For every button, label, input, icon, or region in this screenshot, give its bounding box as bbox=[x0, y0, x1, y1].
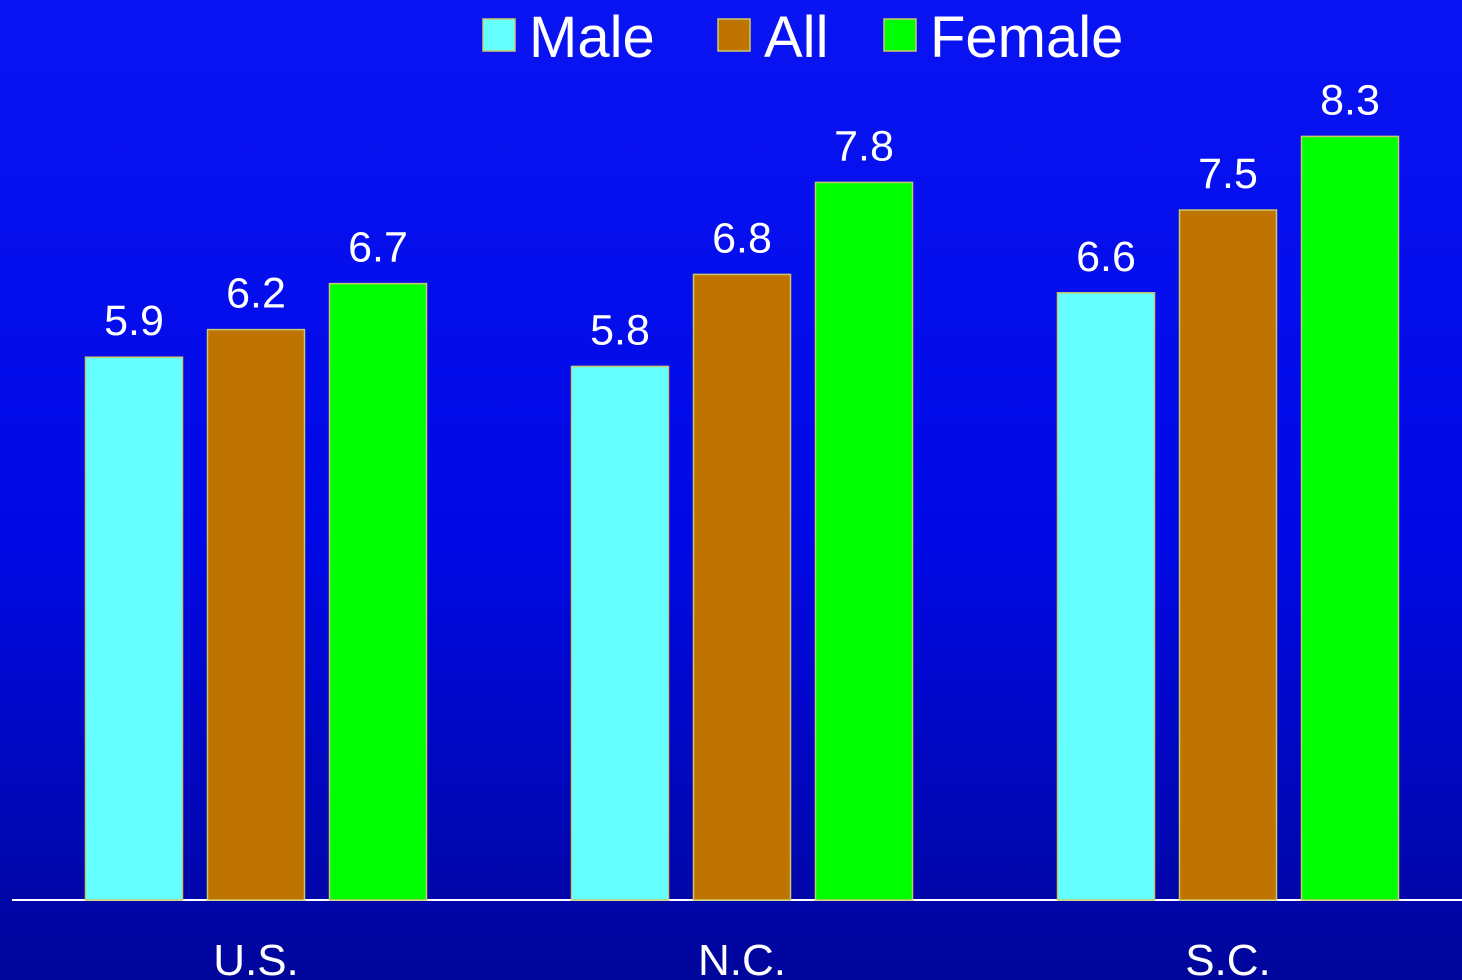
value-label-all-2: 7.5 bbox=[1198, 150, 1258, 198]
value-label-all-1: 6.8 bbox=[712, 214, 772, 262]
bar-all-1 bbox=[692, 273, 792, 901]
legend-swatch-female bbox=[883, 18, 917, 52]
category-label-2: S.C. bbox=[1185, 936, 1271, 980]
category-label-1: N.C. bbox=[698, 936, 786, 980]
legend-label-all: All bbox=[764, 5, 828, 70]
bar-female-0 bbox=[328, 282, 428, 901]
legend-swatch-male bbox=[482, 18, 516, 52]
bar-male-2 bbox=[1056, 292, 1156, 901]
value-label-male-0: 5.9 bbox=[104, 297, 164, 345]
bar-female-1 bbox=[814, 181, 914, 901]
bar-male-0 bbox=[84, 356, 184, 901]
legend-label-female: Female bbox=[930, 5, 1123, 70]
bar-all-2 bbox=[1178, 209, 1278, 901]
value-label-female-1: 7.8 bbox=[834, 122, 894, 170]
legend-swatch-all bbox=[717, 18, 751, 52]
value-label-male-2: 6.6 bbox=[1076, 233, 1136, 281]
bar-male-1 bbox=[570, 365, 670, 901]
legend-label-male: Male bbox=[529, 5, 655, 70]
legend: Male All Female bbox=[482, 5, 1123, 70]
value-label-all-0: 6.2 bbox=[226, 270, 286, 318]
value-label-female-2: 8.3 bbox=[1320, 76, 1380, 124]
value-labels-group: 5.9 6.2 6.7 5.8 6.8 7.8 6.6 7.5 8.3 bbox=[104, 76, 1380, 354]
value-label-female-0: 6.7 bbox=[348, 224, 408, 272]
category-label-0: U.S. bbox=[213, 936, 299, 980]
value-label-male-1: 5.8 bbox=[590, 306, 650, 354]
bar-all-0 bbox=[206, 328, 306, 901]
bars-group bbox=[84, 135, 1400, 901]
category-labels-group: U.S. N.C. S.C. bbox=[213, 936, 1271, 980]
bar-female-2 bbox=[1300, 135, 1400, 901]
